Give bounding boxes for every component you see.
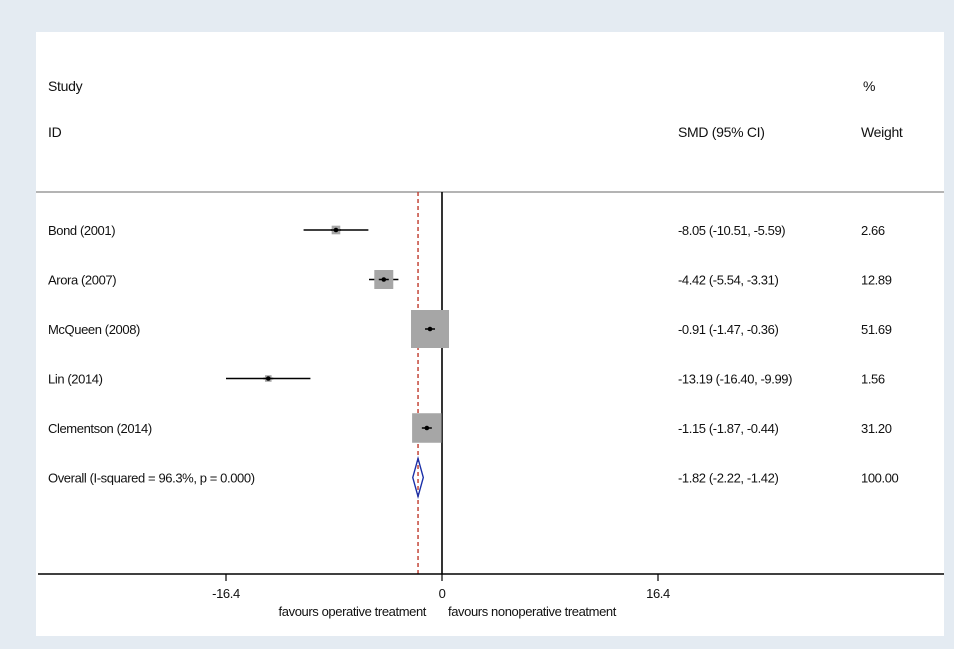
overall-smd-ci-value: -1.82 (-2.22, -1.42) xyxy=(678,471,778,486)
smd-ci-value: -8.05 (-10.51, -5.59) xyxy=(678,223,785,238)
overall-weight-value: 100.00 xyxy=(861,471,899,486)
smd-ci-value: -13.19 (-16.40, -9.99) xyxy=(678,372,792,387)
overall-diamond xyxy=(412,455,425,500)
study-label: Lin (2014) xyxy=(48,372,103,387)
point-estimate xyxy=(424,425,430,431)
point-estimate xyxy=(333,227,339,233)
study-label: Bond (2001) xyxy=(48,223,115,238)
forest-plot: Bond (2001) -8.05 (-10.51, -5.59) 2.66 Aror… xyxy=(36,191,944,619)
favours-left-note: favours operative treatment xyxy=(279,604,427,619)
overall-label: Overall (I-squared = 96.3%, p = 0.000) xyxy=(48,471,255,486)
study-label: Arora (2007) xyxy=(48,273,116,288)
chart-panel: Study ID % SMD (95% CI) Weight Bond (200… xyxy=(36,32,944,636)
smd-ci-value: -4.42 (-5.54, -3.31) xyxy=(678,273,778,288)
study-header: Study xyxy=(48,78,83,94)
weight-value: 1.56 xyxy=(861,372,885,387)
weight-header: Weight xyxy=(861,124,903,140)
weight-value: 31.20 xyxy=(861,421,892,436)
weight-value: 51.69 xyxy=(861,322,892,337)
study-label: Clementson (2014) xyxy=(48,421,152,436)
x-tick-label: -16.4 xyxy=(212,586,240,601)
study-label: McQueen (2008) xyxy=(48,322,140,337)
point-estimate xyxy=(427,326,433,332)
point-estimate xyxy=(265,376,271,381)
weight-value: 12.89 xyxy=(861,273,892,288)
favours-right-note: favours nonoperative treatment xyxy=(448,604,617,619)
id-header: ID xyxy=(48,124,62,140)
percent-header: % xyxy=(863,78,876,94)
smd-header: SMD (95% CI) xyxy=(678,124,765,140)
x-tick-label: 0 xyxy=(439,586,446,601)
smd-ci-value: -1.15 (-1.87, -0.44) xyxy=(678,421,778,436)
x-tick-label: 16.4 xyxy=(646,586,670,601)
smd-ci-value: -0.91 (-1.47, -0.36) xyxy=(678,322,778,337)
point-estimate xyxy=(381,277,387,282)
weight-value: 2.66 xyxy=(861,223,885,238)
